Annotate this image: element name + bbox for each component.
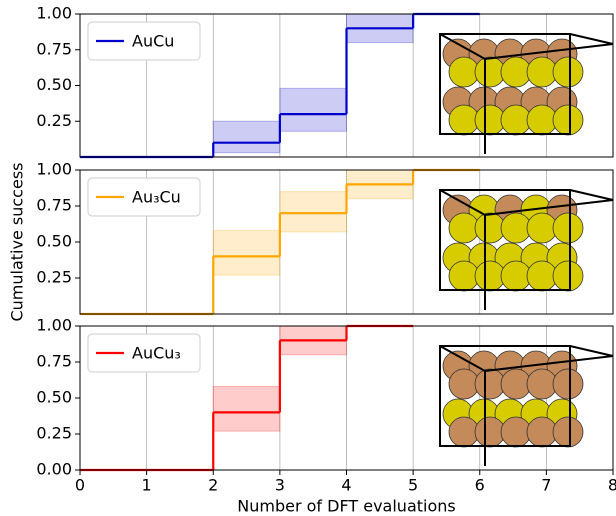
atom [475,369,505,399]
y-tick-label: 0.25 [36,111,72,130]
legend-label: AuCu [132,32,174,51]
y-tick-label: 1.00 [36,4,72,23]
atom [475,417,505,447]
x-tick-label: 2 [208,476,218,495]
crystal-image [440,190,613,310]
confidence-band [280,192,347,232]
y-tick-label: 0.25 [36,268,72,287]
atom [449,105,479,135]
x-tick-label: 1 [142,476,152,495]
atom [527,213,557,243]
atom [553,105,583,135]
y-axis-label: Cumulative success [8,163,27,322]
atom [449,261,479,291]
y-tick-label: 0.50 [36,232,72,251]
x-tick-label: 3 [275,476,285,495]
x-axis-label: Number of DFT evaluations [237,497,455,516]
confidence-band [213,386,280,431]
atom [449,57,479,87]
atom [553,369,583,399]
y-tick-label: 0.75 [36,39,72,58]
y-tick-label: 0.25 [36,424,72,443]
atom [449,417,479,447]
confidence-band [213,230,280,275]
atom [527,57,557,87]
atom [527,261,557,291]
atom [553,261,583,291]
y-tick-label: 0.75 [36,196,72,215]
y-tick-label: 1.00 [36,160,72,179]
crystal-image [440,346,613,466]
x-tick-label: 5 [408,476,418,495]
x-tick-label: 8 [608,476,616,495]
x-tick-label: 6 [475,476,485,495]
atom [501,417,531,447]
confidence-band [280,88,347,131]
atom [527,417,557,447]
atom [553,213,583,243]
atom [475,57,505,87]
y-tick-label: 0.50 [36,388,72,407]
atom [501,105,531,135]
crystal-image [440,34,613,154]
atom [501,213,531,243]
atom [501,369,531,399]
atom [527,105,557,135]
atom [475,213,505,243]
x-tick-label: 7 [541,476,551,495]
atom [501,57,531,87]
figure: AuCu 0.25 0.50 0.75 1.00 Au₃Cu 0.25 0.50 0.75 1.0… [0,0,616,516]
y-tick-label: 0.00 [36,460,72,479]
atom [449,369,479,399]
atom [475,105,505,135]
atom [553,57,583,87]
atom [553,417,583,447]
y-tick-label: 1.00 [36,316,72,335]
legend-label: Au₃Cu [132,188,181,207]
atom [527,369,557,399]
atom [449,213,479,243]
y-tick-label: 0.50 [36,75,72,94]
atom [475,261,505,291]
x-tick-label: 4 [341,476,351,495]
x-tick-label: 0 [75,476,85,495]
confidence-band [213,121,280,152]
atom [501,261,531,291]
y-tick-label: 0.75 [36,352,72,371]
legend-label: AuCu₃ [132,344,181,363]
